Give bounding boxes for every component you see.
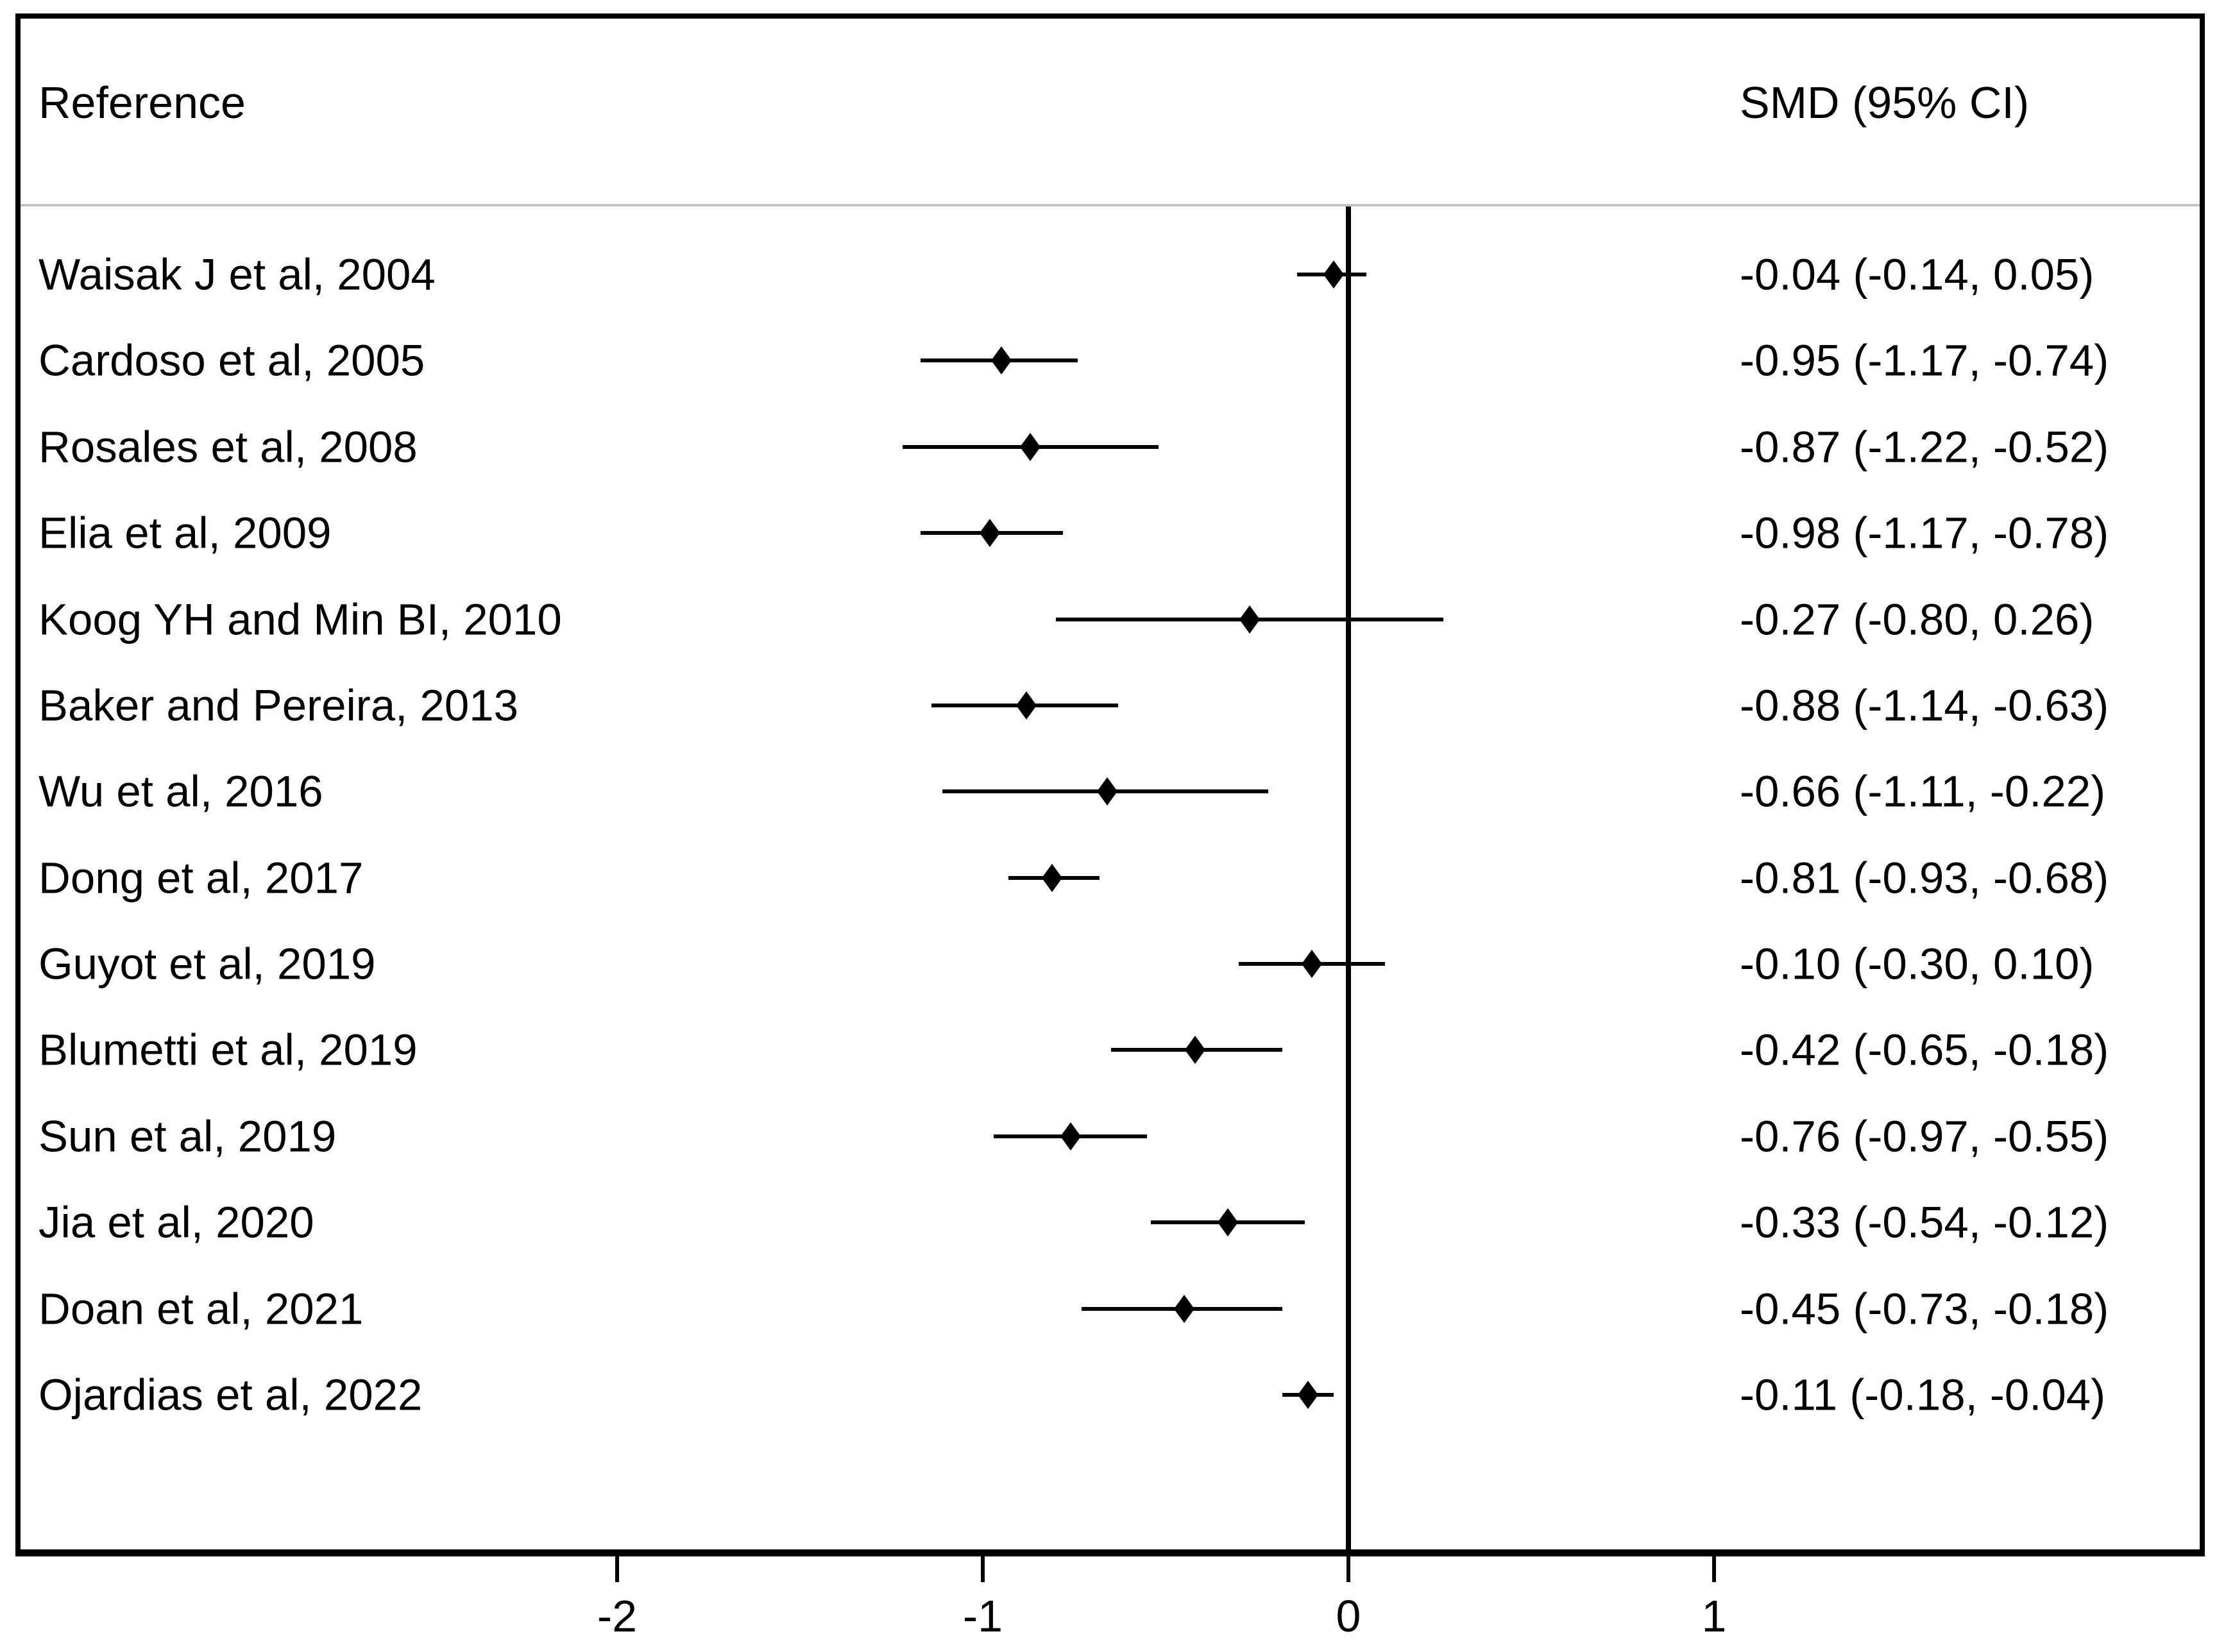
smd-ci-value: -0.27 (-0.80, 0.26): [1740, 594, 2094, 645]
x-axis-tick-label: 0: [1336, 1591, 1361, 1641]
smd-ci-value: -0.88 (-1.14, -0.63): [1740, 680, 2109, 730]
study-label: Baker and Pereira, 2013: [38, 680, 518, 730]
study-label: Cardoso et al, 2005: [38, 335, 425, 385]
smd-ci-value: -0.45 (-0.73, -0.18): [1740, 1284, 2109, 1334]
smd-ci-value: -0.10 (-0.30, 0.10): [1740, 939, 2094, 989]
x-axis-tick-label: -1: [962, 1591, 1003, 1641]
diamond-marker-icon: [1217, 1208, 1238, 1237]
smd-ci-value: -0.87 (-1.22, -0.52): [1740, 422, 2109, 472]
study-label: Koog YH and Min BI, 2010: [38, 594, 562, 645]
study-label: Sun et al, 2019: [38, 1111, 337, 1161]
diamond-marker-icon: [1298, 1380, 1319, 1409]
point-estimate-diamond: [1060, 1122, 1081, 1150]
smd-ci-value: -0.81 (-0.93, -0.68): [1740, 853, 2109, 903]
study-label: Elia et al, 2009: [38, 508, 332, 558]
zero-reference-line: [1346, 206, 1351, 1551]
smd-ci-value: -0.04 (-0.14, 0.05): [1740, 249, 2094, 299]
diamond-marker-icon: [1302, 950, 1322, 979]
diamond-marker-icon: [1096, 777, 1117, 806]
point-estimate-diamond: [1323, 260, 1345, 289]
diamond-marker-icon: [1323, 260, 1345, 289]
smd-ci-value: -0.66 (-1.11, -0.22): [1740, 766, 2106, 816]
point-estimate-diamond: [1217, 1208, 1238, 1237]
x-axis-tick-label: 1: [1701, 1591, 1727, 1641]
diamond-marker-icon: [1016, 691, 1037, 720]
point-estimate-diamond: [1184, 1036, 1205, 1065]
study-label: Rosales et al, 2008: [38, 422, 418, 472]
diamond-marker-icon: [1020, 432, 1041, 461]
study-label: Blumetti et al, 2019: [38, 1025, 418, 1075]
diamond-marker-icon: [1042, 863, 1063, 892]
x-axis-tick-mark: [615, 1556, 619, 1582]
column-header-smd-ci: SMD (95% CI): [1740, 78, 2030, 128]
study-label: Dong et al, 2017: [38, 853, 364, 903]
smd-ci-value: -0.42 (-0.65, -0.18): [1740, 1025, 2109, 1075]
study-label: Jia et al, 2020: [38, 1197, 314, 1247]
point-estimate-diamond: [1042, 863, 1063, 892]
point-estimate-diamond: [1096, 777, 1117, 806]
smd-ci-value: -0.76 (-0.97, -0.55): [1740, 1111, 2109, 1161]
point-estimate-diamond: [1239, 605, 1261, 634]
study-label: Wu et al, 2016: [38, 766, 323, 816]
diamond-marker-icon: [990, 346, 1012, 375]
point-estimate-diamond: [1016, 691, 1037, 720]
study-label: Doan et al, 2021: [38, 1284, 364, 1334]
smd-ci-value: -0.33 (-0.54, -0.12): [1740, 1197, 2109, 1247]
x-axis-tick-mark: [1712, 1556, 1716, 1582]
x-axis-tick-mark: [981, 1556, 985, 1582]
diamond-marker-icon: [1060, 1122, 1081, 1150]
column-header-reference: Reference: [38, 78, 246, 128]
x-axis-tick-mark: [1346, 1556, 1350, 1582]
diamond-marker-icon: [1239, 605, 1261, 634]
plot-frame: [15, 13, 2205, 1556]
smd-ci-value: -0.98 (-1.17, -0.78): [1740, 508, 2109, 558]
point-estimate-diamond: [980, 519, 1001, 548]
header-separator-line: [21, 204, 2200, 206]
diamond-marker-icon: [1184, 1036, 1205, 1065]
diamond-marker-icon: [980, 519, 1001, 548]
smd-ci-value: -0.95 (-1.17, -0.74): [1740, 335, 2109, 385]
smd-ci-value: -0.11 (-0.18, -0.04): [1740, 1370, 2106, 1420]
point-estimate-diamond: [990, 346, 1012, 375]
point-estimate-diamond: [1020, 432, 1041, 461]
point-estimate-diamond: [1298, 1380, 1319, 1409]
diamond-marker-icon: [1173, 1294, 1194, 1323]
point-estimate-diamond: [1302, 950, 1322, 979]
point-estimate-diamond: [1173, 1294, 1194, 1323]
study-label: Waisak J et al, 2004: [38, 249, 436, 299]
x-axis-tick-label: -2: [597, 1591, 638, 1641]
study-label: Ojardias et al, 2022: [38, 1370, 423, 1420]
study-label: Guyot et al, 2019: [38, 939, 376, 989]
